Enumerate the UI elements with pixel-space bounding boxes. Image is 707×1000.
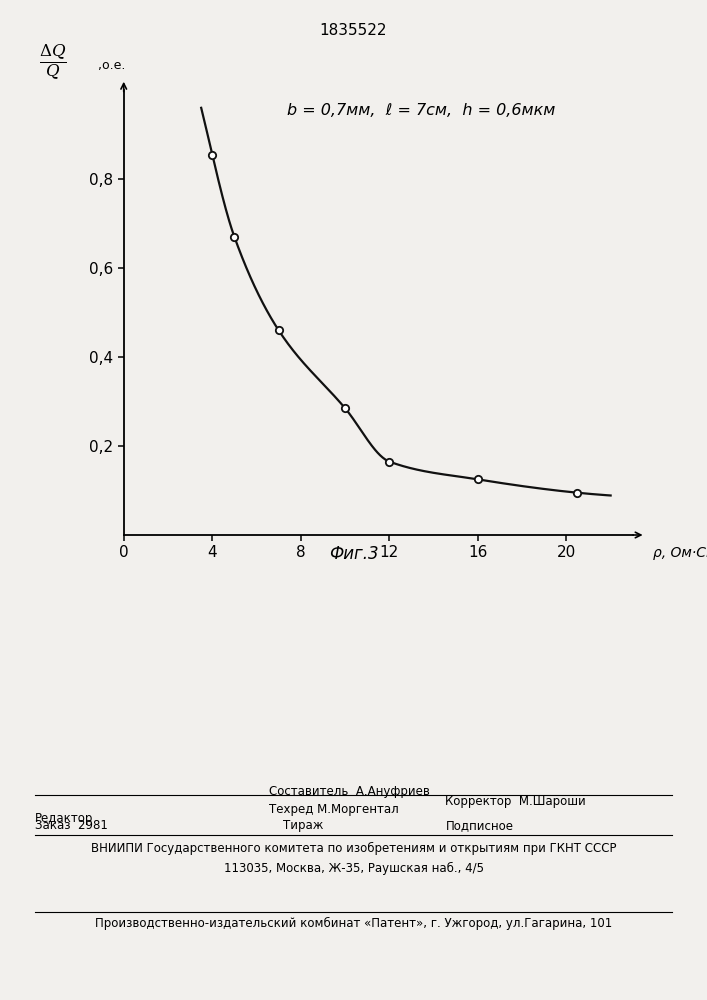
Text: ρ, Ом·См: ρ, Ом·См <box>653 546 707 560</box>
Text: Составитель  А.Ануфриев: Составитель А.Ануфриев <box>269 785 430 798</box>
Text: Редактор: Редактор <box>35 812 94 825</box>
Point <box>572 485 583 501</box>
Text: Производственно-издательский комбинат «Патент», г. Ужгород, ул.Гагарина, 101: Производственно-издательский комбинат «П… <box>95 917 612 930</box>
Point <box>229 229 240 245</box>
Text: Подписное: Подписное <box>445 819 513 832</box>
Text: Корректор  М.Шароши: Корректор М.Шароши <box>445 795 586 808</box>
Point <box>472 471 484 487</box>
Point <box>273 322 284 338</box>
Text: ,о.е.: ,о.е. <box>98 59 126 72</box>
Text: Заказ  2981: Заказ 2981 <box>35 819 108 832</box>
Text: 1835522: 1835522 <box>320 23 387 38</box>
Text: Тираж: Тираж <box>283 819 323 832</box>
Text: Фиг.3: Фиг.3 <box>329 545 378 563</box>
Point <box>206 147 218 163</box>
Text: ВНИИПИ Государственного комитета по изобретениям и открытиям при ГКНТ СССР: ВНИИПИ Государственного комитета по изоб… <box>90 842 617 855</box>
Text: $\dfrac{\Delta Q}{Q}$: $\dfrac{\Delta Q}{Q}$ <box>39 42 66 81</box>
Text: b = 0,7мм,  ℓ = 7см,  h = 0,6мкм: b = 0,7мм, ℓ = 7см, h = 0,6мкм <box>286 103 555 118</box>
Point <box>384 454 395 470</box>
Text: Техред М.Моргентал: Техред М.Моргентал <box>269 803 399 816</box>
Text: 113035, Москва, Ж-35, Раушская наб., 4/5: 113035, Москва, Ж-35, Раушская наб., 4/5 <box>223 862 484 875</box>
Point <box>339 400 351 416</box>
